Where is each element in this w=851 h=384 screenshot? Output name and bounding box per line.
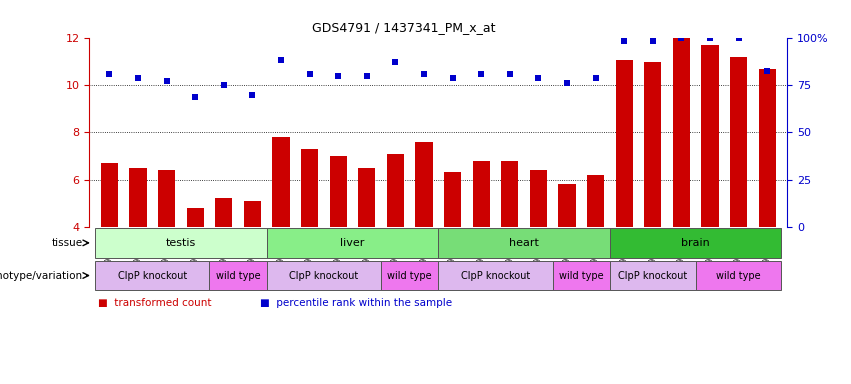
Point [760,68,774,74]
Bar [610,261,695,290]
Point [560,80,574,86]
Bar [329,156,346,227]
Bar [444,172,461,227]
Bar [95,261,209,290]
Point [188,94,202,100]
Point [389,59,403,65]
Text: tissue: tissue [51,238,83,248]
Bar [644,62,661,227]
Point [646,38,660,44]
Bar [758,69,776,227]
Bar [701,45,718,227]
Bar [266,228,438,258]
Text: ClpP knockout: ClpP knockout [289,270,358,281]
Bar [472,161,489,227]
Text: wild type: wild type [216,270,260,281]
Point [675,35,688,41]
Point [446,75,460,81]
Point [331,73,345,79]
Bar [438,261,552,290]
Bar [730,57,747,227]
Text: brain: brain [682,238,710,248]
Bar [95,228,266,258]
Bar [587,175,604,227]
Point [103,71,117,77]
Point [360,73,374,79]
Bar [695,261,781,290]
Bar [215,198,232,227]
Point [503,71,517,77]
Point [303,71,317,77]
Text: ClpP knockout: ClpP knockout [618,270,688,281]
Bar [301,149,318,227]
Point [617,38,631,44]
Point [589,75,603,81]
Bar [100,163,118,227]
Bar [272,137,289,227]
Text: wild type: wild type [717,270,761,281]
Bar [358,168,375,227]
Bar [387,154,404,227]
Point [217,82,231,88]
Point [131,75,145,81]
Bar [209,261,266,290]
Text: wild type: wild type [559,270,603,281]
Point [160,78,174,84]
Bar [266,261,381,290]
Point [703,35,717,41]
Bar [615,60,633,227]
Text: wild type: wild type [387,270,432,281]
Bar [381,261,438,290]
Bar [552,261,610,290]
Point [532,75,545,81]
Text: ClpP knockout: ClpP knockout [117,270,187,281]
Text: liver: liver [340,238,365,248]
Point [732,35,745,41]
Point [274,56,288,63]
Bar [558,184,575,227]
Point [246,92,260,98]
Bar [530,170,547,227]
Point [474,71,488,77]
Title: GDS4791 / 1437341_PM_x_at: GDS4791 / 1437341_PM_x_at [311,22,495,35]
Bar [610,228,781,258]
Bar [438,228,610,258]
Bar [673,38,690,227]
Bar [129,168,146,227]
Bar [243,201,261,227]
Text: ■  percentile rank within the sample: ■ percentile rank within the sample [260,298,452,308]
Point [417,71,431,77]
Text: heart: heart [509,238,539,248]
Text: ClpP knockout: ClpP knockout [461,270,530,281]
Text: genotype/variation: genotype/variation [0,270,83,281]
Text: testis: testis [166,238,196,248]
Bar [186,208,203,227]
Text: ■  transformed count: ■ transformed count [98,298,211,308]
Bar [501,161,518,227]
Bar [415,142,432,227]
Bar [158,170,175,227]
